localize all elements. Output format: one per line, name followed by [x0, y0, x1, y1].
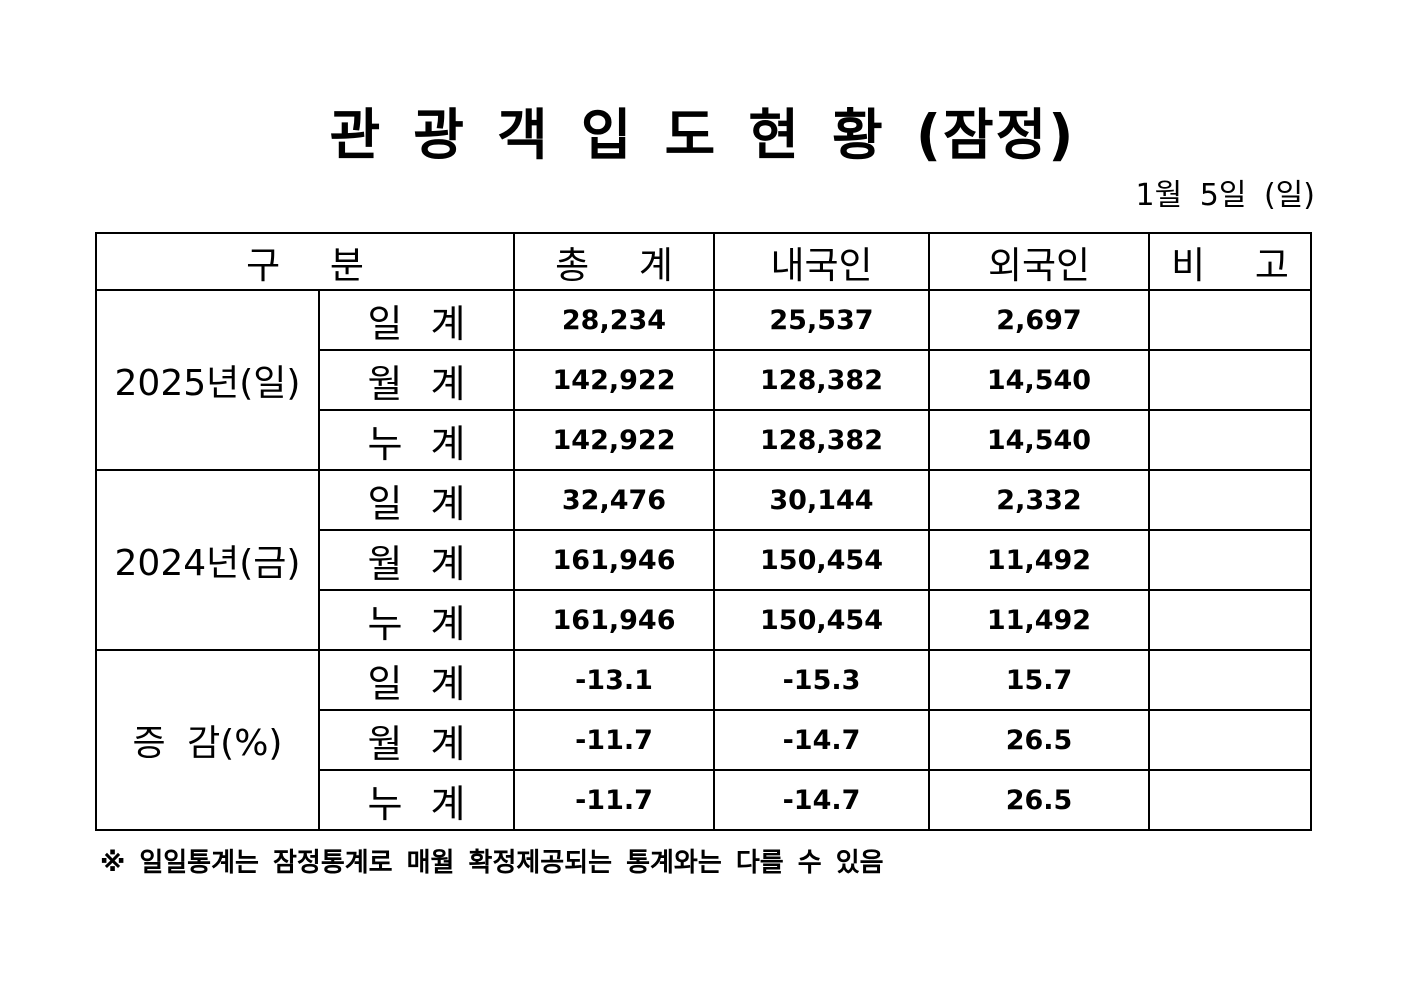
value-cell-foreign: 14,540 — [928, 349, 1150, 411]
remark-cell — [1148, 289, 1312, 351]
value-cell-domestic: 30,144 — [713, 469, 930, 531]
value-cell-foreign: 26.5 — [928, 709, 1150, 771]
value-cell-domestic: 150,454 — [713, 529, 930, 591]
value-cell-foreign: 15.7 — [928, 649, 1150, 711]
value-cell-total: 32,476 — [513, 469, 715, 531]
value-cell-foreign: 11,492 — [928, 529, 1150, 591]
sub-label-cell: 일 계 — [318, 289, 515, 351]
value-cell-total: 161,946 — [513, 529, 715, 591]
table-row: 누 계 142,922 128,382 14,540 — [96, 409, 1312, 471]
value-cell-foreign: 2,332 — [928, 469, 1150, 531]
sub-label-cell: 월 계 — [318, 349, 515, 411]
header-row: 구 분 총 계 내국인 외국인 비 고 — [95, 232, 1312, 291]
table-row: 2024년(금) 일 계 32,476 30,144 2,332 — [95, 469, 1312, 651]
group-label-change: 증 감(%) — [95, 649, 320, 831]
remark-cell — [1148, 469, 1312, 531]
table-row: 누 계 161,946 150,454 11,492 — [96, 589, 1312, 651]
sub-label-cell: 누 계 — [318, 769, 515, 831]
table-row: 2025년(일) 일 계 28,234 25,537 2,697 — [95, 289, 1312, 471]
remark-cell — [1148, 529, 1312, 591]
col-header-foreign: 외국인 — [928, 232, 1150, 291]
remark-cell — [1148, 349, 1312, 411]
sub-label-cell: 월 계 — [318, 709, 515, 771]
value-cell-foreign: 14,540 — [928, 409, 1150, 471]
table-row: 누 계 -11.7 -14.7 26.5 — [96, 769, 1312, 831]
footnote: ※ 일일통계는 잠정통계로 매월 확정제공되는 통계와는 다를 수 있음 — [100, 848, 884, 878]
value-cell-total: -11.7 — [513, 769, 715, 831]
table-row: 월 계 -11.7 -14.7 26.5 — [96, 709, 1312, 771]
value-cell-total: -13.1 — [513, 649, 715, 711]
value-cell-total: 28,234 — [513, 289, 715, 351]
table-row: 월 계 142,922 128,382 14,540 — [96, 349, 1312, 411]
col-header-category: 구 분 — [95, 232, 515, 291]
sub-label-cell: 월 계 — [318, 529, 515, 591]
value-cell-domestic: 150,454 — [713, 589, 930, 651]
value-cell-total: -11.7 — [513, 709, 715, 771]
remark-cell — [1148, 589, 1312, 651]
remark-cell — [1148, 649, 1312, 711]
value-cell-total: 142,922 — [513, 409, 715, 471]
value-cell-domestic: -14.7 — [713, 769, 930, 831]
sub-label-cell: 누 계 — [318, 409, 515, 471]
value-cell-foreign: 2,697 — [928, 289, 1150, 351]
value-cell-total: 142,922 — [513, 349, 715, 411]
col-header-remarks: 비 고 — [1148, 232, 1312, 291]
value-cell-domestic: 128,382 — [713, 349, 930, 411]
table-row: 월 계 161,946 150,454 11,492 — [96, 529, 1312, 591]
value-cell-total: 161,946 — [513, 589, 715, 651]
col-header-total: 총 계 — [513, 232, 715, 291]
sub-label-cell: 일 계 — [318, 469, 515, 531]
remark-cell — [1148, 409, 1312, 471]
value-cell-domestic: -15.3 — [713, 649, 930, 711]
value-cell-foreign: 11,492 — [928, 589, 1150, 651]
tourist-arrivals-table: 구 분 총 계 내국인 외국인 비 고 2025년(일) 일 계 28,234 … — [95, 232, 1312, 831]
sub-label-cell: 누 계 — [318, 589, 515, 651]
value-cell-domestic: 25,537 — [713, 289, 930, 351]
document-title: 관 광 객 입 도 현 황 (잠정) — [329, 103, 1076, 167]
value-cell-domestic: 128,382 — [713, 409, 930, 471]
date-label: 1월 5일 (일) — [1135, 178, 1315, 213]
group-label-2025: 2025년(일) — [95, 289, 320, 471]
value-cell-domestic: -14.7 — [713, 709, 930, 771]
value-cell-foreign: 26.5 — [928, 769, 1150, 831]
remark-cell — [1148, 769, 1312, 831]
table-row: 증 감(%) 일 계 -13.1 -15.3 15.7 — [95, 649, 1312, 831]
remark-cell — [1148, 709, 1312, 771]
group-label-2024: 2024년(금) — [95, 469, 320, 651]
sub-label-cell: 일 계 — [318, 649, 515, 711]
col-header-domestic: 내국인 — [713, 232, 930, 291]
